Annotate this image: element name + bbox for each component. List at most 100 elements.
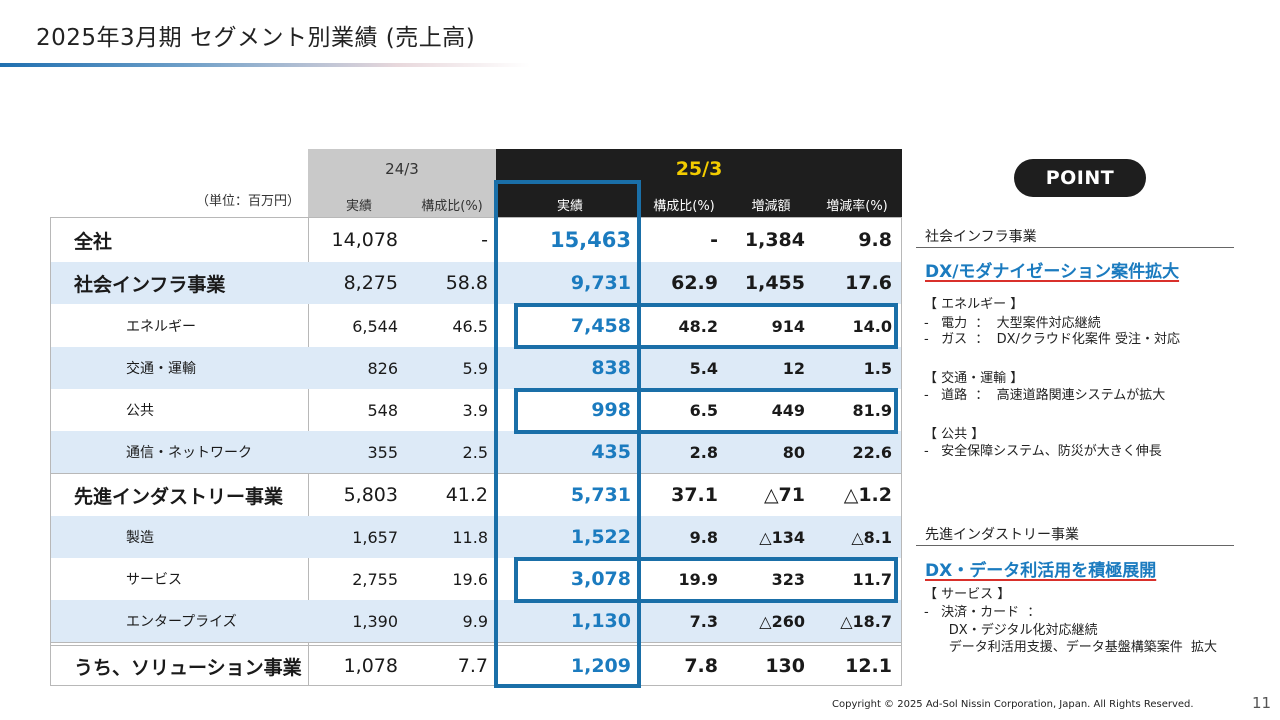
infra-public-title: 【 公共 】 xyxy=(924,427,985,442)
point-badge: POINT xyxy=(1014,159,1146,197)
infra-transport-title: 【 交通・運輸 】 xyxy=(924,371,1024,386)
table-row-background xyxy=(51,516,901,558)
prev-ratio-cell: 7.7 xyxy=(457,655,488,677)
curr-col-actual: 実績 xyxy=(556,198,583,214)
prev-actual-cell: 826 xyxy=(367,358,398,378)
row-label: うち、ソリューション事業 xyxy=(74,656,302,679)
curr-col-change: 増減額 xyxy=(751,198,791,214)
change-cell: 449 xyxy=(771,400,805,420)
unit-label: （単位：百万円） xyxy=(196,193,301,209)
infra-transport-item-1: - 道路 ： 高速道路関連システムが拡大 xyxy=(924,388,1166,403)
row-label: エンタープライズ xyxy=(126,614,237,630)
change-rate-cell: △8.1 xyxy=(851,527,892,547)
curr-ratio-cell: 7.8 xyxy=(684,655,718,677)
curr-actual-cell: 838 xyxy=(591,357,631,379)
prev-actual-cell: 6,544 xyxy=(352,316,398,336)
row-label: サービス xyxy=(126,572,182,588)
change-cell: 130 xyxy=(765,655,805,677)
curr-ratio-cell: 5.4 xyxy=(689,358,718,378)
infra-energy-item-2: - ガス ： DX/クラウド化案件 受注・対応 xyxy=(924,332,1181,347)
prev-ratio-cell: 3.9 xyxy=(462,400,488,420)
infra-section-divider xyxy=(916,247,1234,248)
change-rate-cell: △18.7 xyxy=(840,611,892,631)
infra-energy-item-1: - 電力 ： 大型案件対応継続 xyxy=(924,316,1101,331)
curr-col-ratio: 構成比(%) xyxy=(653,198,715,214)
prev-ratio-cell: 11.8 xyxy=(452,527,488,547)
curr-actual-cell: 9,731 xyxy=(570,272,631,294)
table-outline xyxy=(50,217,902,686)
prev-ratio-cell: 2.5 xyxy=(462,442,488,462)
section-divider xyxy=(50,473,902,474)
prev-ratio-cell: - xyxy=(481,229,488,251)
industry-service-item-1: - 決済・カード ： xyxy=(924,605,1041,620)
prev-actual-cell: 1,078 xyxy=(343,655,398,677)
curr-actual-cell: 5,731 xyxy=(570,484,631,506)
change-rate-cell: △1.2 xyxy=(843,484,892,506)
infra-energy-title: 【 エネルギー 】 xyxy=(924,297,1024,312)
change-cell: 12 xyxy=(782,358,805,378)
prev-actual-cell: 355 xyxy=(367,442,398,462)
curr-actual-cell: 1,522 xyxy=(570,526,631,548)
row-label: 通信・ネットワーク xyxy=(126,445,252,461)
prev-ratio-cell: 46.5 xyxy=(452,316,488,336)
prev-actual-cell: 1,657 xyxy=(352,527,398,547)
curr-ratio-cell: 19.9 xyxy=(678,569,718,589)
change-rate-cell: 22.6 xyxy=(852,442,892,462)
curr-actual-cell: 998 xyxy=(591,399,631,421)
prev-ratio-cell: 41.2 xyxy=(445,484,488,506)
change-rate-cell: 14.0 xyxy=(852,316,892,336)
curr-actual-cell: 435 xyxy=(591,441,631,463)
infra-headline: DX/モダナイゼーション案件拡大 xyxy=(925,262,1180,282)
curr-col-change-rate: 増減率(%) xyxy=(826,198,888,214)
double-divider xyxy=(50,642,902,646)
change-cell: 1,455 xyxy=(744,272,805,294)
prev-actual-cell: 548 xyxy=(367,400,398,420)
row-label: 製造 xyxy=(126,530,154,546)
table-row-background xyxy=(51,600,901,642)
prev-period-header: 24/3 xyxy=(385,160,419,178)
prev-actual-cell: 5,803 xyxy=(343,484,398,506)
infra-public-item-1: - 安全保障システム、防災が大きく伸長 xyxy=(924,444,1162,459)
industry-service-item-2: DX・デジタル化対応継続 xyxy=(924,623,1098,638)
table-row-background xyxy=(51,431,901,473)
prev-ratio-cell: 9.9 xyxy=(462,611,488,631)
page-title: 2025年3月期 セグメント別業績 (売上高) xyxy=(36,25,476,51)
prev-ratio-cell: 58.8 xyxy=(445,272,488,294)
row-label: 社会インフラ事業 xyxy=(74,273,226,296)
change-rate-cell: 11.7 xyxy=(852,569,892,589)
curr-period-header: 25/3 xyxy=(675,158,723,180)
prev-actual-cell: 14,078 xyxy=(331,229,398,251)
curr-ratio-cell: 2.8 xyxy=(689,442,718,462)
curr-actual-cell: 7,458 xyxy=(570,315,631,337)
curr-actual-cell: 3,078 xyxy=(570,568,631,590)
curr-actual-cell: 15,463 xyxy=(549,228,631,252)
industry-section-divider xyxy=(916,545,1234,546)
curr-ratio-cell: - xyxy=(710,229,718,251)
infra-section-label: 社会インフラ事業 xyxy=(925,229,1037,245)
prev-actual-cell: 8,275 xyxy=(343,272,398,294)
prev-ratio-cell: 19.6 xyxy=(452,569,488,589)
prev-col-ratio: 構成比(%) xyxy=(421,198,483,214)
change-cell: △134 xyxy=(759,527,805,547)
change-rate-cell: 81.9 xyxy=(852,400,892,420)
curr-ratio-cell: 48.2 xyxy=(678,316,718,336)
row-label: 全社 xyxy=(74,230,113,253)
change-cell: △71 xyxy=(763,484,805,506)
table-row-background xyxy=(51,262,901,304)
curr-actual-cell: 1,130 xyxy=(570,610,631,632)
change-cell: 80 xyxy=(782,442,805,462)
curr-ratio-cell: 9.8 xyxy=(689,527,718,547)
title-underline xyxy=(0,63,530,67)
change-cell: 1,384 xyxy=(744,229,805,251)
industry-service-item-3: データ利活用支援、データ基盤構築案件 拡大 xyxy=(924,640,1218,655)
change-rate-cell: 17.6 xyxy=(845,272,892,294)
row-label: 公共 xyxy=(126,403,154,419)
prev-actual-cell: 2,755 xyxy=(352,569,398,589)
prev-ratio-cell: 5.9 xyxy=(462,358,488,378)
change-cell: 323 xyxy=(771,569,805,589)
change-cell: 914 xyxy=(771,316,805,336)
change-rate-cell: 1.5 xyxy=(863,358,892,378)
change-rate-cell: 9.8 xyxy=(858,229,892,251)
page-number: 11 xyxy=(1252,694,1272,712)
copyright-footer: Copyright © 2025 Ad-Sol Nissin Corporati… xyxy=(832,699,1194,710)
